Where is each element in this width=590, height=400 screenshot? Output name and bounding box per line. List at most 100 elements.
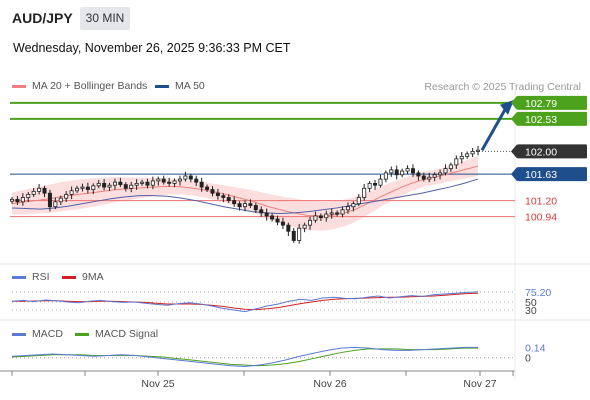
macd-signal-swatch-icon	[75, 332, 89, 336]
candle-body	[85, 186, 90, 190]
level-badge-resistance	[517, 111, 587, 126]
candle-body	[69, 190, 74, 195]
candle-body	[264, 212, 269, 217]
candle-body	[210, 189, 215, 194]
candle-body	[140, 181, 145, 184]
candle-body	[438, 172, 443, 176]
level-badge-pointer-icon	[511, 95, 517, 110]
candle-body	[383, 172, 388, 180]
candle-body	[345, 206, 350, 211]
level-badge-last	[517, 144, 587, 159]
ma50-swatch-icon	[155, 84, 169, 88]
level-badge-pointer-icon	[511, 111, 517, 126]
candle-body	[150, 180, 155, 186]
forecast-arrowhead-icon	[500, 99, 514, 115]
candle-body	[237, 203, 242, 208]
candle-body	[459, 155, 464, 160]
candle-body	[410, 168, 415, 174]
candle-body	[129, 184, 134, 189]
candle-body	[20, 197, 25, 203]
candle-body	[199, 181, 204, 188]
candle-body	[42, 187, 47, 194]
candle-body	[221, 195, 226, 198]
macd-signal-line	[11, 347, 478, 367]
candle-body	[75, 187, 80, 192]
rsi-swatch-icon	[12, 275, 26, 279]
candle-body	[47, 192, 52, 208]
forecast-arrow-icon	[480, 107, 508, 151]
x-tick-label: Nov 25	[141, 378, 174, 390]
candle-body	[188, 175, 193, 180]
candle-body	[280, 221, 285, 226]
candle-body	[31, 190, 36, 195]
candle-body	[286, 224, 291, 232]
candle-body	[167, 181, 172, 184]
candle-body	[253, 205, 258, 211]
candle-body	[427, 176, 432, 180]
legend-macd-label: MACD	[32, 328, 63, 340]
candle-body	[270, 215, 275, 220]
candle-body	[64, 194, 69, 199]
macd-tick-label: 0	[525, 353, 531, 365]
candle-body	[443, 168, 448, 174]
candle-body	[421, 175, 426, 180]
legend-macd-signal: MACD Signal	[75, 328, 158, 340]
candle-body	[329, 212, 334, 215]
level-badge-pointer-icon	[511, 167, 517, 182]
rsi-tick-label: 75.20	[525, 287, 551, 299]
candle-body	[405, 168, 410, 172]
candle-body	[112, 181, 117, 186]
candle-body	[362, 187, 367, 198]
level-label-resistance: 102.79	[525, 98, 557, 110]
macd-tick-label: 0.14	[525, 342, 546, 354]
legend-rsi-ma-label: 9MA	[82, 271, 104, 283]
candle-body	[9, 198, 14, 202]
candle-body	[297, 227, 302, 241]
candle-body	[313, 215, 318, 221]
symbol-title: AUD/JPY	[12, 10, 73, 26]
candle-body	[335, 212, 340, 215]
rsi-ma-swatch-icon	[62, 275, 76, 279]
x-tick-label: Nov 26	[313, 378, 346, 390]
candle-body	[118, 181, 123, 185]
rsi-line	[11, 291, 479, 313]
legend-ma50: MA 50	[155, 80, 205, 92]
candle-body	[80, 186, 85, 189]
ma20-swatch-icon	[12, 84, 26, 88]
candle-body	[400, 170, 405, 176]
rsi-tick-label: 30	[525, 305, 537, 317]
candle-body	[91, 185, 96, 190]
legend-ma20: MA 20 + Bollinger Bands	[12, 80, 147, 92]
ma20-line	[11, 165, 479, 217]
candle-body	[134, 182, 139, 186]
candle-body	[394, 169, 399, 176]
candle-body	[454, 158, 459, 166]
legend-rsi-ma: 9MA	[62, 271, 104, 283]
timeframe-button[interactable]: 30 MIN	[80, 7, 130, 30]
candle-body	[416, 172, 421, 177]
candle-body	[259, 209, 264, 214]
candle-body	[378, 178, 383, 186]
candle-body	[470, 151, 475, 155]
level-label-support: 101.20	[525, 196, 557, 208]
candle-body	[145, 181, 150, 186]
legend-ma50-label: MA 50	[175, 80, 205, 92]
candle-body	[242, 203, 247, 208]
legend-rsi-label: RSI	[32, 271, 50, 283]
candle-body	[194, 178, 199, 183]
candle-body	[53, 201, 58, 208]
candle-body	[26, 194, 31, 198]
candle-body	[465, 153, 470, 157]
macd-swatch-icon	[12, 332, 26, 336]
candle-body	[161, 178, 166, 183]
candle-body	[107, 184, 112, 188]
bollinger-band	[12, 156, 478, 231]
candle-body	[96, 182, 101, 187]
level-label-resistance: 102.53	[525, 114, 557, 126]
level-label-support: 100.94	[525, 212, 557, 224]
candle-body	[226, 197, 231, 201]
candle-body	[205, 186, 210, 190]
candle-body	[102, 182, 107, 188]
candle-body	[232, 200, 237, 205]
